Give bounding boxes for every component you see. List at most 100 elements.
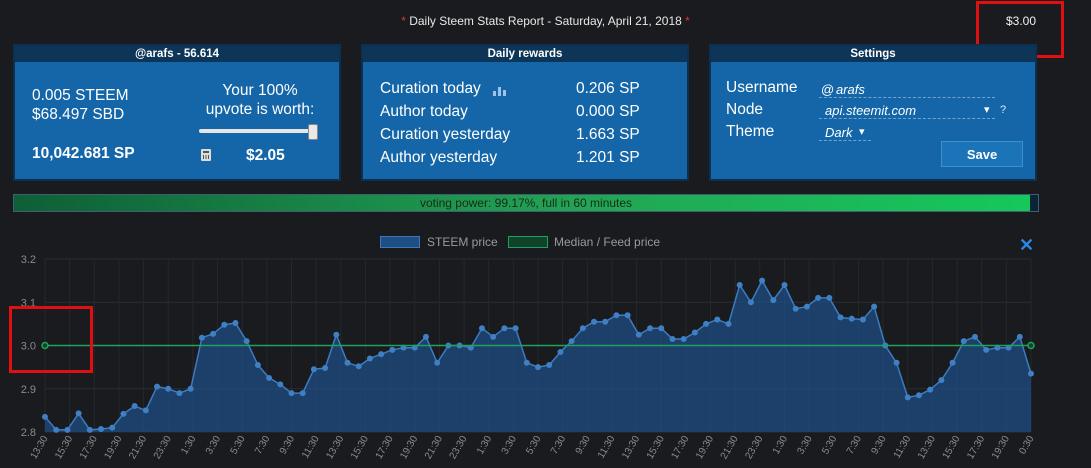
steem-price-point xyxy=(893,359,900,366)
calculator-icon[interactable] xyxy=(201,149,211,161)
steem-price-point xyxy=(512,325,519,332)
steem-price-point xyxy=(960,338,967,345)
steem-price-point xyxy=(501,325,508,332)
y-tick-label: 2.8 xyxy=(21,427,36,439)
steem-price-point xyxy=(568,338,575,345)
steem-price-point xyxy=(254,361,261,368)
settings-panel-title: Settings xyxy=(711,46,1035,62)
x-tick-label: 3:30 xyxy=(500,434,519,457)
median-price-points xyxy=(41,341,1035,350)
steem-price-point xyxy=(602,318,609,325)
steem-price-point xyxy=(266,374,273,381)
x-tick-label: 13:30 xyxy=(916,434,938,462)
vote-weight-slider-handle[interactable] xyxy=(308,124,318,140)
steem-price-point xyxy=(299,390,306,397)
author-yesterday-value: 1.201 SP xyxy=(576,149,640,166)
steem-price-point xyxy=(759,277,766,284)
legend-swatch-steem[interactable] xyxy=(380,236,420,248)
curation-yesterday-label: Curation yesterday xyxy=(380,126,511,143)
close-icon[interactable]: ✕ xyxy=(1019,235,1035,255)
x-tick-label: 23:30 xyxy=(448,434,470,462)
legend-swatch-median[interactable] xyxy=(508,236,548,248)
steem-price-points xyxy=(42,277,1034,433)
x-tick-label: 1:30 xyxy=(179,434,198,457)
steem-price-point xyxy=(366,355,373,362)
steem-price-point xyxy=(803,303,810,310)
steem-price-point xyxy=(333,331,340,338)
steem-price-point xyxy=(176,390,183,397)
steem-price-point xyxy=(378,351,385,358)
steem-price-point xyxy=(938,377,945,384)
steem-price-point xyxy=(557,348,564,355)
steem-price-point xyxy=(64,426,71,433)
x-tick-label: 9:30 xyxy=(278,434,297,457)
steem-price-point xyxy=(792,305,799,312)
median-price-point xyxy=(41,341,49,350)
author-today-label: Author today xyxy=(380,103,468,120)
x-tick-label: 3:30 xyxy=(204,434,223,457)
theme-dropdown-icon[interactable]: ▾ xyxy=(859,126,865,138)
x-tick-label: 19:30 xyxy=(103,434,125,462)
steem-price-point xyxy=(770,297,777,304)
x-tick-label: 21:30 xyxy=(423,434,445,462)
voting-power-fill xyxy=(14,195,1030,211)
y-tick-label: 3.2 xyxy=(21,254,36,266)
y-tick-label: 2.9 xyxy=(21,384,36,396)
x-tick-label: 7:30 xyxy=(549,434,568,457)
username-label: Username xyxy=(726,79,798,96)
save-button[interactable]: Save xyxy=(941,141,1023,167)
node-help-icon[interactable]: ? xyxy=(1000,104,1007,116)
steem-price-point xyxy=(647,325,654,332)
vote-weight-slider[interactable] xyxy=(199,129,315,133)
x-tick-label: 0:30 xyxy=(1017,434,1036,457)
x-tick-label: 23:30 xyxy=(743,434,765,462)
steem-price-point xyxy=(243,338,250,345)
report-title-text: Daily Steem Stats Report - Saturday, Apr… xyxy=(405,14,686,28)
node-underline xyxy=(819,118,995,119)
x-tick-label: 13:30 xyxy=(324,434,346,462)
x-tick-label: 5:30 xyxy=(229,434,248,457)
steem-price-point xyxy=(322,364,329,371)
steem-price-point xyxy=(75,410,82,417)
steem-price-point xyxy=(288,390,295,397)
steem-price-point xyxy=(983,346,990,353)
steem-price-point xyxy=(859,316,866,323)
x-tick-label: 13:30 xyxy=(620,434,642,462)
legend-label-median[interactable]: Median / Feed price xyxy=(554,235,661,249)
curation-today-label: Curation today xyxy=(380,80,481,97)
node-select[interactable]: api.steemit.com xyxy=(825,103,917,118)
steem-price-point xyxy=(355,363,362,370)
steem-price-point xyxy=(109,424,116,431)
x-tick-label: 11:30 xyxy=(300,434,322,461)
x-tick-label: 9:30 xyxy=(869,434,888,457)
steem-price-point xyxy=(165,385,172,392)
steem-price-point xyxy=(624,312,631,319)
steem-price-point xyxy=(871,303,878,310)
bar-chart-icon[interactable] xyxy=(492,86,508,96)
theme-select[interactable]: Dark xyxy=(825,125,853,140)
username-prefix: @ xyxy=(821,82,835,97)
steem-price-point xyxy=(635,331,642,338)
legend-label-steem[interactable]: STEEM price xyxy=(427,235,498,249)
x-tick-label: 19:30 xyxy=(694,434,716,462)
username-input[interactable]: arafs xyxy=(836,82,865,97)
steem-price-point xyxy=(42,413,48,420)
x-tick-label: 7:30 xyxy=(845,434,864,457)
steem-price-point xyxy=(131,403,138,410)
x-tick-label: 11:30 xyxy=(892,434,914,461)
steem-price-point xyxy=(344,359,351,366)
steem-price-point xyxy=(142,407,149,414)
author-today-value: 0.000 SP xyxy=(576,103,640,120)
steem-price-point xyxy=(86,426,93,433)
x-tick-label: 19:30 xyxy=(990,434,1012,462)
steem-price-point xyxy=(53,426,60,433)
steem-price-point xyxy=(725,320,732,327)
steem-price-point xyxy=(658,325,665,332)
x-tick-label: 7:30 xyxy=(253,434,272,457)
steem-price-point xyxy=(971,333,978,340)
steem-price-point xyxy=(837,314,844,321)
x-tick-label: 21:30 xyxy=(719,434,741,462)
theme-underline xyxy=(819,140,871,141)
node-dropdown-icon[interactable]: ▾ xyxy=(984,104,990,116)
steem-price-point xyxy=(927,386,934,393)
